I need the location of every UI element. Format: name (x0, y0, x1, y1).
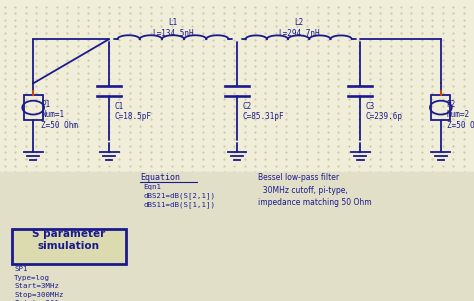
Text: Equation: Equation (140, 173, 180, 182)
Text: L2
L=294.7nH: L2 L=294.7nH (278, 18, 319, 38)
Bar (431, 95, 450, 120)
Text: C2
C=85.31pF: C2 C=85.31pF (243, 101, 284, 121)
Text: S parameter
simulation: S parameter simulation (32, 229, 105, 251)
Text: C3
C=239.6p: C3 C=239.6p (366, 101, 403, 121)
Text: SP1
Type=log
Start=3MHz
Stop=300MHz
Points=201: SP1 Type=log Start=3MHz Stop=300MHz Poin… (14, 266, 64, 301)
Bar (24, 95, 43, 120)
Text: C1
C=18.5pF: C1 C=18.5pF (115, 101, 152, 121)
Text: L1
L=134.5nH: L1 L=134.5nH (152, 18, 194, 38)
Text: Bessel low-pass filter
  30MHz cutoff, pi-type,
impedance matching 50 Ohm: Bessel low-pass filter 30MHz cutoff, pi-… (258, 173, 372, 207)
Text: Eqn1
dBS21=dB(S[2,1])
dBS11=dB(S[1,1]): Eqn1 dBS21=dB(S[2,1]) dBS11=dB(S[1,1]) (144, 184, 216, 208)
Text: P1
Num=1
Z=50 Ohm: P1 Num=1 Z=50 Ohm (41, 100, 78, 130)
Text: P2
Num=2
Z=50 Ohm: P2 Num=2 Z=50 Ohm (447, 100, 474, 130)
Bar (12, 229, 126, 264)
Bar (0, 172, 474, 301)
